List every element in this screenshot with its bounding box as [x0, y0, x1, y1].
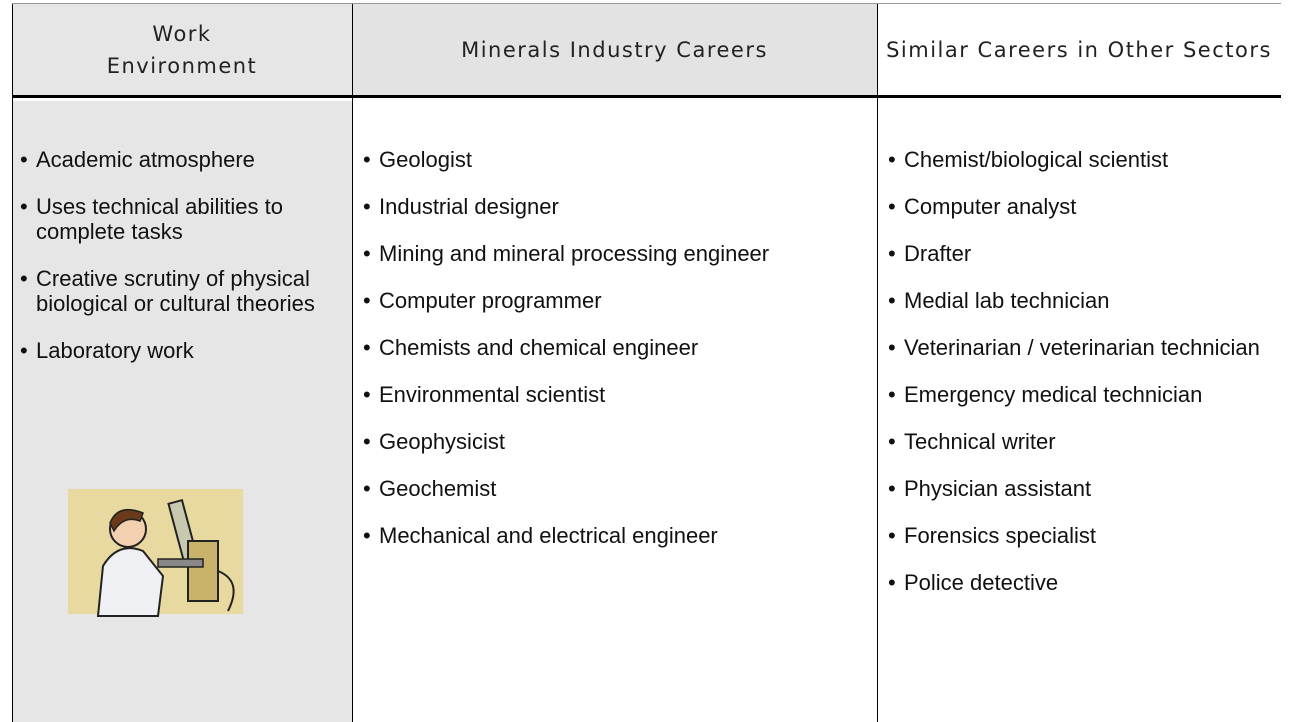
list-item: Police detective — [888, 570, 1274, 595]
divider — [877, 4, 878, 722]
list-item: Physician assistant — [888, 476, 1274, 501]
list-item: Creative scrutiny of physical biological… — [20, 266, 336, 316]
list-item: Industrial designer — [363, 194, 819, 219]
clipart-body — [96, 547, 165, 617]
list-item: Laboratory work — [20, 338, 336, 363]
list-item: Uses technical abilities to complete tas… — [20, 194, 336, 244]
list-item: Mechanical and electrical engineer — [363, 523, 819, 548]
header-text: Similar Careers in Other Sectors — [886, 37, 1272, 62]
table: Work Environment Minerals Industry Caree… — [12, 3, 1281, 722]
header-cell: Work Environment — [12, 4, 352, 98]
list-item: Geologist — [363, 147, 819, 172]
list-item: Computer analyst — [888, 194, 1274, 219]
list-item: Chemist/biological scientist — [888, 147, 1274, 172]
clipart-cord — [217, 570, 235, 612]
list-item: Forensics specialist — [888, 523, 1274, 548]
list-item: Geophysicist — [363, 429, 819, 454]
column: Chemist/biological scientist Computer ana… — [878, 101, 1281, 722]
header-text: Minerals Industry Careers — [461, 38, 768, 62]
list-item: Drafter — [888, 241, 1274, 266]
header-cell: Minerals Industry Careers — [352, 4, 877, 98]
clipart-stage — [157, 558, 204, 568]
list-item: Veterinarian / veterinarian technician — [888, 335, 1274, 360]
list: Chemist/biological scientist Computer ana… — [888, 147, 1281, 595]
list: Geologist Industrial designer Mining and m… — [363, 147, 877, 548]
list-item: Technical writer — [888, 429, 1274, 454]
list-item: Medial lab technician — [888, 288, 1274, 313]
divider — [352, 4, 353, 722]
list-item: Environmental scientist — [363, 382, 819, 407]
header-text: Work Environment — [106, 21, 258, 78]
microscope-clipart — [68, 489, 243, 617]
header-cell: Similar Careers in Other Sectors — [877, 4, 1281, 98]
list: Academic atmosphere Uses technical abilit… — [20, 147, 352, 363]
divider — [12, 4, 13, 722]
clipart-scope-base — [187, 540, 219, 602]
list-item: Computer programmer — [363, 288, 819, 313]
list-item: Geochemist — [363, 476, 819, 501]
column: Academic atmosphere Uses technical abilit… — [12, 101, 352, 722]
list-item: Emergency medical technician — [888, 382, 1274, 407]
list-item: Chemists and chemical engineer — [363, 335, 819, 360]
clipart-hair — [109, 508, 144, 533]
column: Geologist Industrial designer Mining and m… — [353, 101, 877, 722]
list-item: Academic atmosphere — [20, 147, 336, 172]
list-item: Mining and mineral processing engineer — [363, 241, 819, 266]
